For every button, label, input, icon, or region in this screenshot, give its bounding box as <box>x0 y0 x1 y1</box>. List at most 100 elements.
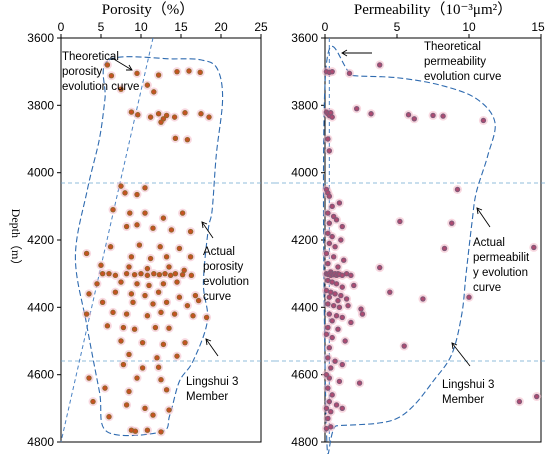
data-point <box>179 210 186 216</box>
data-point <box>323 405 330 412</box>
y-tick-label: 3600 <box>27 31 54 45</box>
data-point <box>171 114 178 120</box>
data-point <box>144 265 151 272</box>
data-point <box>155 364 162 370</box>
data-point <box>184 136 191 143</box>
data-point <box>139 365 146 371</box>
x-tick-label: 0 <box>58 20 65 34</box>
data-point <box>329 318 335 324</box>
data-point <box>348 272 354 279</box>
data-point <box>144 82 151 88</box>
data-point <box>341 257 347 263</box>
data-point <box>343 270 350 277</box>
data-point <box>160 215 167 221</box>
data-point <box>156 271 163 278</box>
data-point <box>351 282 357 289</box>
data-point <box>120 324 127 331</box>
data-point <box>151 89 157 95</box>
data-point <box>83 250 90 257</box>
data-point <box>158 429 164 435</box>
data-point <box>325 324 331 331</box>
data-point <box>187 254 194 260</box>
y-tick-label: 4200 <box>27 233 54 247</box>
data-point <box>128 291 135 297</box>
data-point <box>144 272 151 279</box>
data-point <box>106 414 112 420</box>
data-point <box>466 294 472 300</box>
data-point <box>158 377 164 383</box>
porosity-y-ticks: 3600 3800 4000 4200 4400 4600 4800 <box>27 31 61 449</box>
data-point <box>333 402 340 408</box>
data-point <box>167 272 174 279</box>
data-point <box>176 294 183 300</box>
data-point <box>123 402 130 408</box>
member-arrowhead-left <box>205 338 212 346</box>
data-point <box>83 311 90 317</box>
data-point <box>142 185 148 191</box>
porosity-panel: Porosity（%） 0 5 10 15 20 25 3600 3800 <box>9 1 275 449</box>
data-point <box>181 267 187 273</box>
x-tick-label: 15 <box>531 20 545 34</box>
data-point <box>440 113 446 119</box>
data-point <box>359 311 366 317</box>
data-point <box>329 68 335 75</box>
data-point <box>339 361 345 368</box>
data-point <box>142 292 148 299</box>
data-point <box>131 271 138 278</box>
data-point <box>172 270 179 277</box>
x-tick-label: 20 <box>214 20 228 34</box>
data-point <box>326 294 333 300</box>
data-point <box>333 217 340 223</box>
data-point <box>163 112 170 119</box>
data-point <box>174 68 180 75</box>
data-point <box>155 111 162 117</box>
data-point <box>353 106 360 112</box>
data-point <box>104 62 111 68</box>
data-point <box>377 264 383 271</box>
data-point <box>158 309 164 316</box>
data-point <box>163 254 170 260</box>
data-point <box>134 70 140 77</box>
data-point <box>86 291 92 297</box>
data-point <box>126 264 132 270</box>
data-point <box>323 425 330 432</box>
data-point <box>166 264 172 270</box>
data-point <box>333 281 340 287</box>
data-point <box>130 299 136 305</box>
data-point <box>377 62 383 68</box>
x-tick-label: 10 <box>462 20 476 34</box>
data-point <box>531 244 537 251</box>
data-point <box>144 427 151 433</box>
data-point <box>420 296 426 302</box>
data-point <box>184 302 191 309</box>
data-point <box>206 114 212 120</box>
data-point <box>329 279 335 285</box>
data-point <box>102 385 108 391</box>
data-point <box>151 270 157 277</box>
data-point <box>326 193 333 199</box>
actual-porosity-arrow <box>201 221 214 239</box>
data-point <box>120 361 127 368</box>
data-point <box>172 135 179 142</box>
data-point <box>110 309 116 316</box>
data-point <box>339 223 345 230</box>
data-point <box>343 296 350 302</box>
data-point <box>325 355 331 361</box>
permeability-points <box>321 60 542 434</box>
data-point <box>333 313 340 319</box>
data-point <box>336 378 343 385</box>
actual-permeability-arrowhead <box>476 207 483 215</box>
data-point <box>147 114 154 120</box>
data-point <box>136 242 143 248</box>
data-point <box>176 245 183 252</box>
porosity-curves <box>60 37 224 443</box>
data-point <box>123 223 130 230</box>
data-point <box>325 230 331 236</box>
data-point <box>329 334 335 341</box>
data-point <box>182 339 188 346</box>
data-point <box>150 412 156 418</box>
data-point <box>134 191 140 198</box>
permeability-annotations: Theoretical permeability evolution curve… <box>341 41 530 406</box>
theoretical-permeability-label: Theoretical permeability evolution curve <box>424 41 501 83</box>
theoretical-porosity-arrow <box>111 57 133 71</box>
